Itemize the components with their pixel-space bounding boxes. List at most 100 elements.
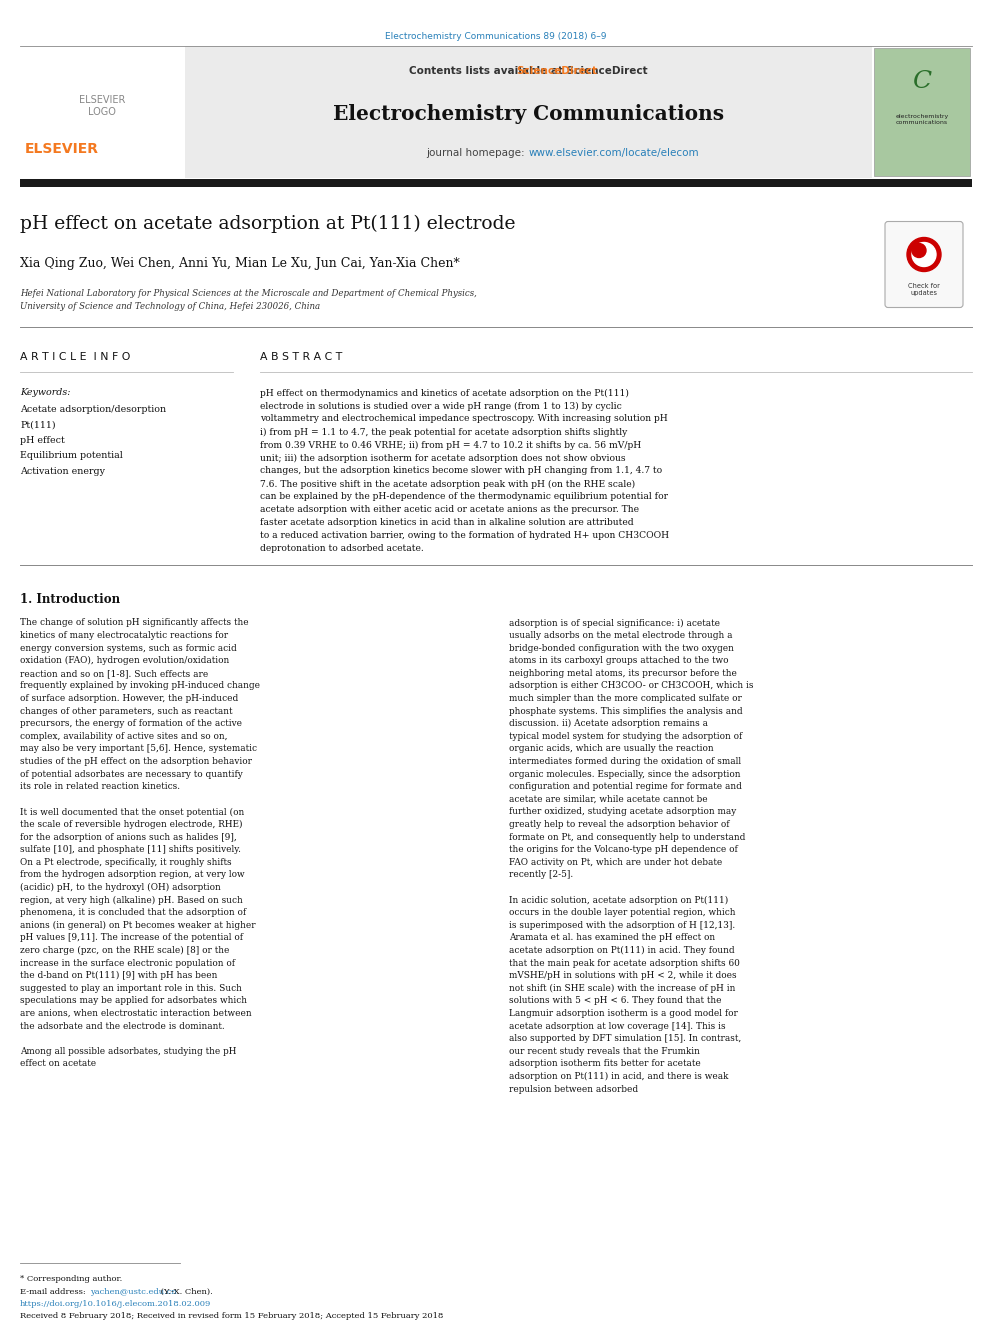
Text: typical model system for studying the adsorption of: typical model system for studying the ad…	[509, 732, 742, 741]
Text: studies of the pH effect on the adsorption behavior: studies of the pH effect on the adsorpti…	[20, 757, 252, 766]
Text: configuration and potential regime for formate and: configuration and potential regime for f…	[509, 782, 742, 791]
Text: may also be very important [5,6]. Hence, systematic: may also be very important [5,6]. Hence,…	[20, 745, 257, 754]
Bar	[874, 48, 970, 176]
Text: A R T I C L E  I N F O: A R T I C L E I N F O	[20, 352, 130, 363]
Text: adsorption is either CH3COO- or CH3COOH, which is: adsorption is either CH3COO- or CH3COOH,…	[509, 681, 754, 691]
Text: ELSEVIER: ELSEVIER	[25, 142, 99, 156]
Text: adsorption is of special significance: i) acetate: adsorption is of special significance: i…	[509, 618, 720, 627]
Text: yachen@ustc.edu.cn: yachen@ustc.edu.cn	[90, 1287, 177, 1295]
Text: region, at very high (alkaline) pH. Based on such: region, at very high (alkaline) pH. Base…	[20, 896, 243, 905]
Text: phosphate systems. This simplifies the analysis and: phosphate systems. This simplifies the a…	[509, 706, 743, 716]
Text: much simpler than the more complicated sulfate or: much simpler than the more complicated s…	[509, 695, 742, 703]
Text: solutions with 5 < pH < 6. They found that the: solutions with 5 < pH < 6. They found th…	[509, 996, 721, 1005]
Text: acetate adsorption on Pt(111) in acid. They found: acetate adsorption on Pt(111) in acid. T…	[509, 946, 735, 955]
Text: journal homepage:: journal homepage:	[427, 148, 529, 157]
Text: A B S T R A C T: A B S T R A C T	[260, 352, 342, 363]
Text: www.elsevier.com/locate/elecom: www.elsevier.com/locate/elecom	[529, 148, 699, 157]
Text: the adsorbate and the electrode is dominant.: the adsorbate and the electrode is domin…	[20, 1021, 225, 1031]
Text: Electrochemistry Communications 89 (2018) 6–9: Electrochemistry Communications 89 (2018…	[385, 32, 607, 41]
Text: zero charge (pzc, on the RHE scale) [8] or the: zero charge (pzc, on the RHE scale) [8] …	[20, 946, 229, 955]
Text: Langmuir adsorption isotherm is a good model for: Langmuir adsorption isotherm is a good m…	[509, 1009, 738, 1019]
Circle shape	[907, 238, 941, 271]
Text: Check for
updates: Check for updates	[908, 283, 940, 296]
Text: ScienceDirect: ScienceDirect	[516, 66, 597, 75]
Text: deprotonation to adsorbed acetate.: deprotonation to adsorbed acetate.	[260, 545, 424, 553]
Circle shape	[912, 242, 936, 266]
Text: adsorption isotherm fits better for acetate: adsorption isotherm fits better for acet…	[509, 1060, 700, 1069]
Text: The change of solution pH significantly affects the: The change of solution pH significantly …	[20, 618, 249, 627]
Text: acetate are similar, while acetate cannot be: acetate are similar, while acetate canno…	[509, 795, 707, 804]
Text: also supported by DFT simulation [15]. In contrast,: also supported by DFT simulation [15]. I…	[509, 1035, 741, 1044]
Text: anions (in general) on Pt becomes weaker at higher: anions (in general) on Pt becomes weaker…	[20, 921, 256, 930]
Text: electrochemistry
communications: electrochemistry communications	[896, 114, 948, 124]
Text: Electrochemistry Communications: Electrochemistry Communications	[333, 105, 724, 124]
Text: i) from pH = 1.1 to 4.7, the peak potential for acetate adsorption shifts slight: i) from pH = 1.1 to 4.7, the peak potent…	[260, 427, 627, 437]
Text: In acidic solution, acetate adsorption on Pt(111): In acidic solution, acetate adsorption o…	[509, 896, 728, 905]
Text: the d-band on Pt(111) [9] with pH has been: the d-band on Pt(111) [9] with pH has be…	[20, 971, 217, 980]
Text: Received 8 February 2018; Received in revised form 15 February 2018; Accepted 15: Received 8 February 2018; Received in re…	[20, 1312, 443, 1320]
Text: for the adsorption of anions such as halides [9],: for the adsorption of anions such as hal…	[20, 832, 237, 841]
Text: the scale of reversible hydrogen electrode, RHE): the scale of reversible hydrogen electro…	[20, 820, 242, 830]
Text: 1. Introduction: 1. Introduction	[20, 594, 120, 606]
Text: pH values [9,11]. The increase of the potential of: pH values [9,11]. The increase of the po…	[20, 934, 243, 942]
Text: of potential adsorbates are necessary to quantify: of potential adsorbates are necessary to…	[20, 770, 243, 779]
Text: discussion. ii) Acetate adsorption remains a: discussion. ii) Acetate adsorption remai…	[509, 720, 708, 729]
Text: Contents lists available at ScienceDirect: Contents lists available at ScienceDirec…	[409, 66, 648, 75]
Text: pH effect: pH effect	[20, 437, 64, 445]
Text: faster acetate adsorption kinetics in acid than in alkaline solution are attribu: faster acetate adsorption kinetics in ac…	[260, 519, 634, 528]
Text: effect on acetate: effect on acetate	[20, 1060, 96, 1069]
Text: energy conversion systems, such as formic acid: energy conversion systems, such as formi…	[20, 644, 237, 652]
Text: University of Science and Technology of China, Hefei 230026, China: University of Science and Technology of …	[20, 302, 320, 311]
Text: acetate adsorption at low coverage [14]. This is: acetate adsorption at low coverage [14].…	[509, 1021, 725, 1031]
Text: changes of other parameters, such as reactant: changes of other parameters, such as rea…	[20, 706, 232, 716]
Text: its role in related reaction kinetics.: its role in related reaction kinetics.	[20, 782, 181, 791]
Text: Hefei National Laboratory for Physical Sciences at the Microscale and Department: Hefei National Laboratory for Physical S…	[20, 288, 477, 298]
Text: organic molecules. Especially, since the adsorption: organic molecules. Especially, since the…	[509, 770, 740, 779]
Text: ELSEVIER
LOGO: ELSEVIER LOGO	[78, 95, 125, 116]
Text: Activation energy: Activation energy	[20, 467, 105, 476]
Text: organic acids, which are usually the reaction: organic acids, which are usually the rea…	[509, 745, 713, 754]
Text: It is well documented that the onset potential (on: It is well documented that the onset pot…	[20, 807, 244, 816]
Text: from the hydrogen adsorption region, at very low: from the hydrogen adsorption region, at …	[20, 871, 245, 880]
Text: is superimposed with the adsorption of H [12,13].: is superimposed with the adsorption of H…	[509, 921, 735, 930]
Text: C: C	[913, 70, 931, 93]
Text: formate on Pt, and consequently help to understand: formate on Pt, and consequently help to …	[509, 832, 745, 841]
Text: occurs in the double layer potential region, which: occurs in the double layer potential reg…	[509, 909, 735, 917]
Text: speculations may be applied for adsorbates which: speculations may be applied for adsorbat…	[20, 996, 247, 1005]
Text: (acidic) pH, to the hydroxyl (OH) adsorption: (acidic) pH, to the hydroxyl (OH) adsorp…	[20, 882, 221, 892]
Text: Acetate adsorption/desorption: Acetate adsorption/desorption	[20, 405, 166, 414]
Circle shape	[912, 243, 926, 258]
Text: complex, availability of active sites and so on,: complex, availability of active sites an…	[20, 732, 227, 741]
Text: changes, but the adsorption kinetics become slower with pH changing from 1.1, 4.: changes, but the adsorption kinetics bec…	[260, 467, 662, 475]
Text: (Y.-X. Chen).: (Y.-X. Chen).	[158, 1287, 212, 1295]
FancyBboxPatch shape	[885, 221, 963, 307]
Text: https://doi.org/10.1016/j.elecom.2018.02.009: https://doi.org/10.1016/j.elecom.2018.02…	[20, 1301, 211, 1308]
Text: electrode in solutions is studied over a wide pH range (from 1 to 13) by cyclic: electrode in solutions is studied over a…	[260, 401, 622, 410]
Text: Equilibrium potential: Equilibrium potential	[20, 451, 123, 460]
Text: neighboring metal atoms, its precursor before the: neighboring metal atoms, its precursor b…	[509, 669, 737, 677]
Text: kinetics of many electrocatalytic reactions for: kinetics of many electrocatalytic reacti…	[20, 631, 228, 640]
Text: from 0.39 VRHE to 0.46 VRHE; ii) from pH = 4.7 to 10.2 it shifts by ca. 56 mV/pH: from 0.39 VRHE to 0.46 VRHE; ii) from pH…	[260, 441, 641, 450]
Text: suggested to play an important role in this. Such: suggested to play an important role in t…	[20, 984, 242, 992]
Text: to a reduced activation barrier, owing to the formation of hydrated H+ upon CH3C: to a reduced activation barrier, owing t…	[260, 532, 670, 541]
Text: recently [2-5].: recently [2-5].	[509, 871, 573, 880]
Text: are anions, when electrostatic interaction between: are anions, when electrostatic interacti…	[20, 1009, 252, 1019]
Text: 7.6. The positive shift in the acetate adsorption peak with pH (on the RHE scale: 7.6. The positive shift in the acetate a…	[260, 479, 635, 488]
Text: atoms in its carboxyl groups attached to the two: atoms in its carboxyl groups attached to…	[509, 656, 728, 665]
Text: acetate adsorption with either acetic acid or acetate anions as the precursor. T: acetate adsorption with either acetic ac…	[260, 505, 639, 515]
Text: E-mail address:: E-mail address:	[20, 1287, 88, 1295]
Text: greatly help to reveal the adsorption behavior of: greatly help to reveal the adsorption be…	[509, 820, 729, 830]
Text: voltammetry and electrochemical impedance spectroscopy. With increasing solution: voltammetry and electrochemical impedanc…	[260, 414, 668, 423]
Text: precursors, the energy of formation of the active: precursors, the energy of formation of t…	[20, 720, 242, 728]
Text: the origins for the Volcano-type pH dependence of: the origins for the Volcano-type pH depe…	[509, 845, 738, 855]
Bar	[20, 179, 972, 187]
Text: frequently explained by invoking pH-induced change: frequently explained by invoking pH-indu…	[20, 681, 260, 691]
Bar	[20, 46, 185, 179]
Text: pH effect on acetate adsorption at Pt(111) electrode: pH effect on acetate adsorption at Pt(11…	[20, 214, 516, 233]
Text: further oxidized, studying acetate adsorption may: further oxidized, studying acetate adsor…	[509, 807, 736, 816]
Text: FAO activity on Pt, which are under hot debate: FAO activity on Pt, which are under hot …	[509, 857, 722, 867]
Text: oxidation (FAO), hydrogen evolution/oxidation: oxidation (FAO), hydrogen evolution/oxid…	[20, 656, 229, 665]
Text: of surface adsorption. However, the pH-induced: of surface adsorption. However, the pH-i…	[20, 695, 238, 703]
Text: that the main peak for acetate adsorption shifts 60: that the main peak for acetate adsorptio…	[509, 959, 740, 967]
Text: phenomena, it is concluded that the adsorption of: phenomena, it is concluded that the adso…	[20, 909, 246, 917]
